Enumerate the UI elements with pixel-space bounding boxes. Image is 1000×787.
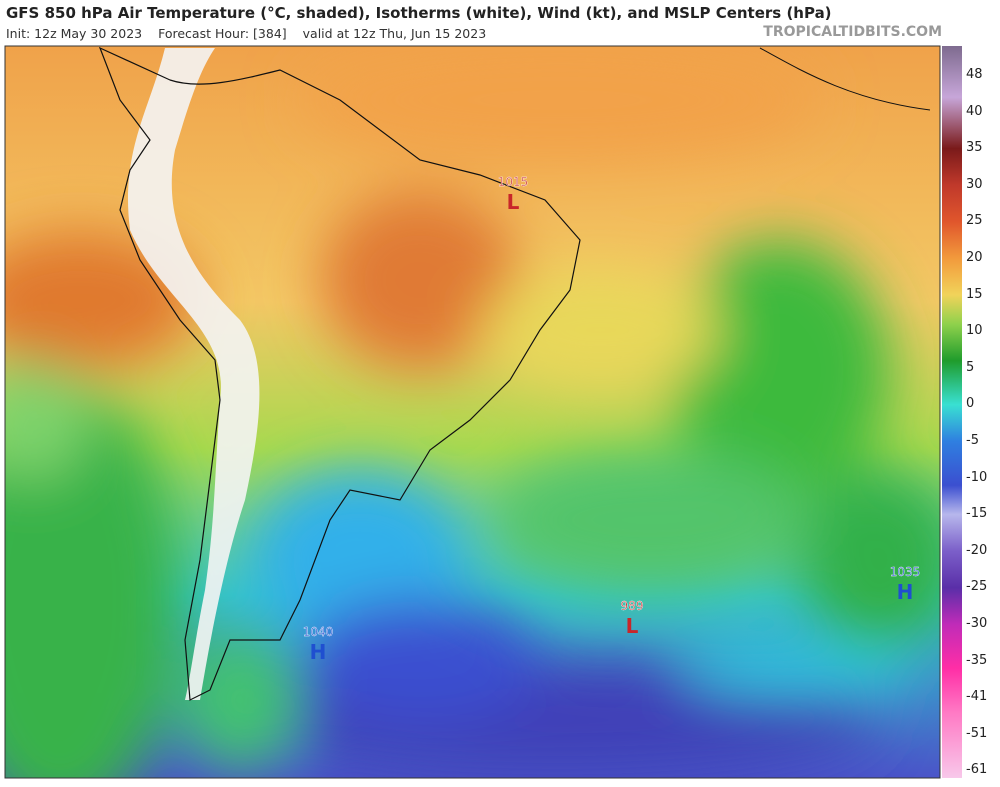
forecast-hour: Forecast Hour: [384]	[158, 26, 287, 41]
colorbar	[942, 46, 962, 778]
colorbar-label: -30	[966, 616, 988, 631]
colorbar-label: 0	[966, 396, 975, 412]
colorbar-label: -15	[966, 506, 988, 522]
colorbar-label: 25	[966, 213, 983, 229]
africa-outline	[759, 47, 931, 111]
title: GFS 850 hPa Air Temperature (°C, shaded)…	[6, 4, 832, 22]
colorbar-label: 15	[966, 286, 983, 302]
colorbar-label: -10	[966, 469, 988, 485]
colorbar-label: -35	[966, 652, 988, 668]
colorbar-label: -41	[966, 689, 988, 705]
pressure-letter: L	[626, 614, 639, 638]
colorbar-label: -20	[966, 542, 988, 558]
pressure-letter: H	[897, 580, 914, 604]
colorbar-label: 30	[966, 176, 983, 192]
colorbar-label: 40	[966, 103, 983, 119]
colorbar-label: -25	[966, 579, 988, 595]
colorbar-label: 5	[966, 359, 975, 375]
pressure-value: 1035	[890, 565, 921, 579]
pressure-value: 1040	[303, 625, 334, 639]
pressure-value: 1015	[498, 175, 529, 189]
colorbar-label: 35	[966, 140, 983, 156]
andes-snow	[128, 48, 260, 700]
watermark: TROPICALTIDBITS.COM	[763, 24, 942, 40]
colorbar-label: 10	[966, 323, 983, 339]
colorbar-label: -61	[966, 762, 988, 778]
temperature-field	[5, 46, 940, 778]
pressure-letter: L	[507, 190, 520, 214]
init: Init: 12z May 30 2023	[6, 26, 143, 41]
map-frame	[4, 45, 941, 779]
colorbar-label: 20	[966, 250, 983, 265]
colorbar-label: -51	[966, 725, 988, 741]
subtitle: Init: 12z May 30 2023 Forecast Hour: [38…	[6, 26, 498, 41]
colorbar-label: 48	[966, 67, 983, 82]
continent-outline	[98, 46, 581, 701]
pressure-letter: H	[310, 640, 327, 664]
colorbar-label: -5	[966, 433, 979, 448]
valid-time: valid at 12z Thu, Jun 15 2023	[302, 26, 487, 41]
pressure-value: 989	[621, 599, 644, 613]
